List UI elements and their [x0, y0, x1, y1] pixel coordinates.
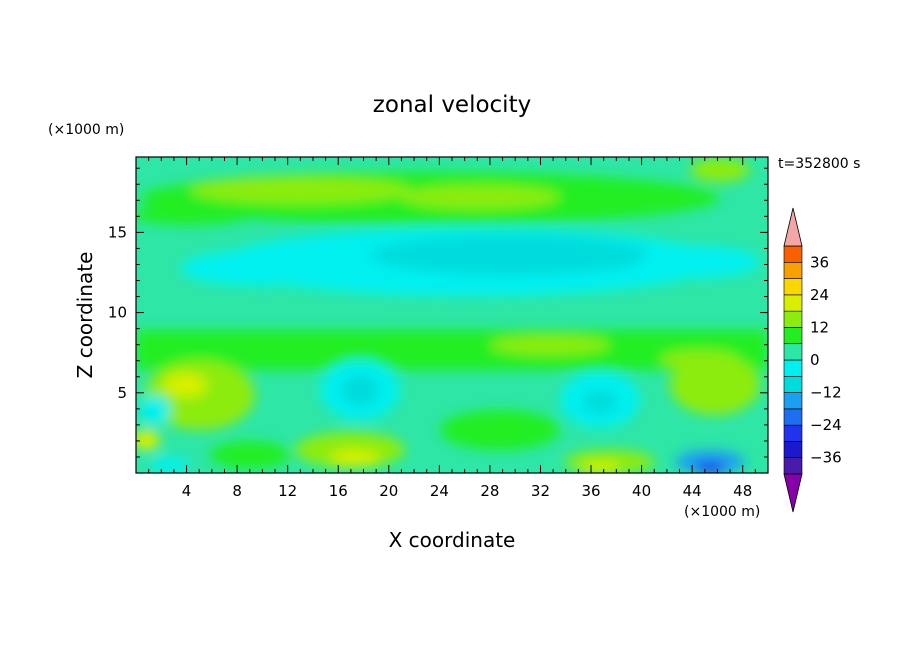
contour-region — [400, 185, 560, 209]
colorbar-swatch — [783, 441, 803, 459]
contour-region — [140, 396, 170, 424]
colorbar-tick-label: −36 — [810, 449, 842, 467]
contour-region — [440, 410, 560, 450]
contour-region — [370, 235, 650, 275]
colorbar-swatch — [783, 261, 803, 279]
contour-region — [640, 246, 760, 278]
colorbar-tick-label: −24 — [810, 416, 842, 434]
chart-title: zonal velocity — [373, 92, 531, 118]
contour-region — [582, 390, 618, 414]
y-axis-label: Z coordinate — [73, 252, 97, 379]
x-axis-ticks: 4 8 12 16 20 24 28 32 36 40 44 48 — [148, 157, 756, 500]
colorbar-swatch — [783, 310, 803, 328]
contour-region — [136, 430, 160, 450]
colorbar: −36 −24 −12 0 12 24 36 — [783, 207, 842, 513]
colorbar-tick-label: −12 — [810, 384, 842, 402]
colorbar-swatch — [783, 278, 803, 296]
x-tick-label: 32 — [531, 482, 550, 500]
contour-region — [695, 462, 725, 473]
x-tick-label: 16 — [329, 482, 348, 500]
colorbar-tick-label: 36 — [810, 253, 829, 271]
colorbar-swatch — [783, 457, 803, 475]
colorbar-tick-label: 12 — [810, 318, 829, 336]
colorbar-swatch — [783, 392, 803, 410]
contour-region — [136, 205, 250, 225]
x-axis-label: X coordinate — [389, 528, 516, 552]
colorbar-swatch — [783, 245, 803, 263]
x-tick-label: 48 — [733, 482, 752, 500]
y-tick-label: 10 — [108, 304, 127, 322]
contour-region — [580, 462, 620, 473]
velocity-field — [136, 157, 768, 473]
x-tick-label: 20 — [379, 482, 398, 500]
field-contours — [136, 158, 768, 473]
contour-region — [163, 373, 207, 397]
x-tick-label: 4 — [182, 482, 192, 500]
colorbar-swatch — [783, 294, 803, 312]
contour-region — [210, 441, 290, 469]
contour-region — [670, 355, 760, 415]
contour-region — [690, 158, 750, 182]
x-tick-label: 8 — [232, 482, 242, 500]
time-label: t=352800 s — [778, 156, 860, 172]
x-tick-label: 44 — [683, 482, 702, 500]
x-tick-label: 24 — [430, 482, 449, 500]
y-tick-label: 15 — [108, 223, 127, 241]
y-axis-unit: (×1000 m) — [48, 122, 124, 138]
colorbar-swatch — [783, 359, 803, 377]
colorbar-swatch — [783, 343, 803, 361]
contour-region — [490, 335, 610, 355]
contour-region — [330, 450, 380, 466]
y-axis-ticks: 5 10 15 — [108, 167, 768, 458]
contour-region — [150, 457, 190, 473]
y-tick-label: 5 — [117, 384, 127, 402]
x-axis-unit: (×1000 m) — [684, 504, 760, 520]
colorbar-swatch — [783, 375, 803, 393]
contour-region — [190, 176, 410, 204]
colorbar-swatch — [783, 424, 803, 442]
x-tick-label: 40 — [632, 482, 651, 500]
x-tick-label: 12 — [278, 482, 297, 500]
colorbar-swatch — [783, 408, 803, 426]
colorbar-under-arrow — [783, 473, 803, 513]
colorbar-tick-label: 24 — [810, 286, 829, 304]
contour-region — [180, 250, 340, 286]
colorbar-tick-label: 0 — [810, 351, 820, 369]
colorbar-swatch — [783, 327, 803, 345]
contour-region — [340, 374, 380, 406]
x-tick-label: 36 — [581, 482, 600, 500]
x-tick-label: 28 — [480, 482, 499, 500]
colorbar-over-arrow — [783, 207, 803, 247]
